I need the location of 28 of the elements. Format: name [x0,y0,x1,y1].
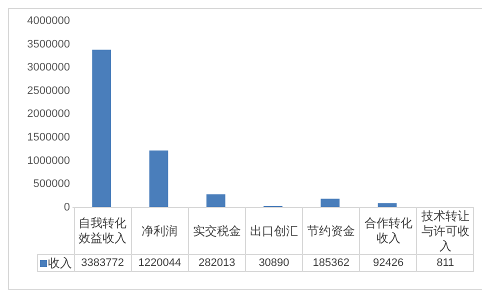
bar [149,150,168,208]
y-tick-label: 1500000 [27,132,70,144]
y-tick-label: 2500000 [27,84,70,97]
bar [92,50,111,208]
y-tick-label: 2000000 [27,108,70,120]
y-tick-label: 3500000 [27,38,70,50]
data-label: 811 [416,254,474,272]
data-label: 92426 [360,254,417,272]
bar [320,198,340,208]
legend-label: 收入 [48,256,72,270]
bar [206,194,226,208]
x-tick-label: 实交税金 [192,224,241,238]
x-tick-label: 出口创汇 [250,224,298,238]
data-label: 1220044 [131,254,188,272]
x-tick-label: 节约资金 [307,224,356,238]
data-label: 282013 [188,254,246,272]
x-tick-label: 净利润 [142,224,178,238]
y-tick-label: 500000 [33,178,70,190]
x-tick-label: 技术转让与许可收入 [421,208,470,253]
y-tick-label: 4000000 [27,15,70,28]
y-tick-label: 0 [64,201,70,214]
data-label: 30890 [245,254,303,272]
data-label: 185362 [302,254,360,272]
y-tick-label: 1000000 [27,154,70,167]
data-label: 3383772 [74,254,132,272]
x-tick-label: 自我转化效益收入 [78,216,127,246]
x-tick-label: 合作转化收入 [364,216,412,246]
y-tick-label: 3000000 [27,62,70,74]
